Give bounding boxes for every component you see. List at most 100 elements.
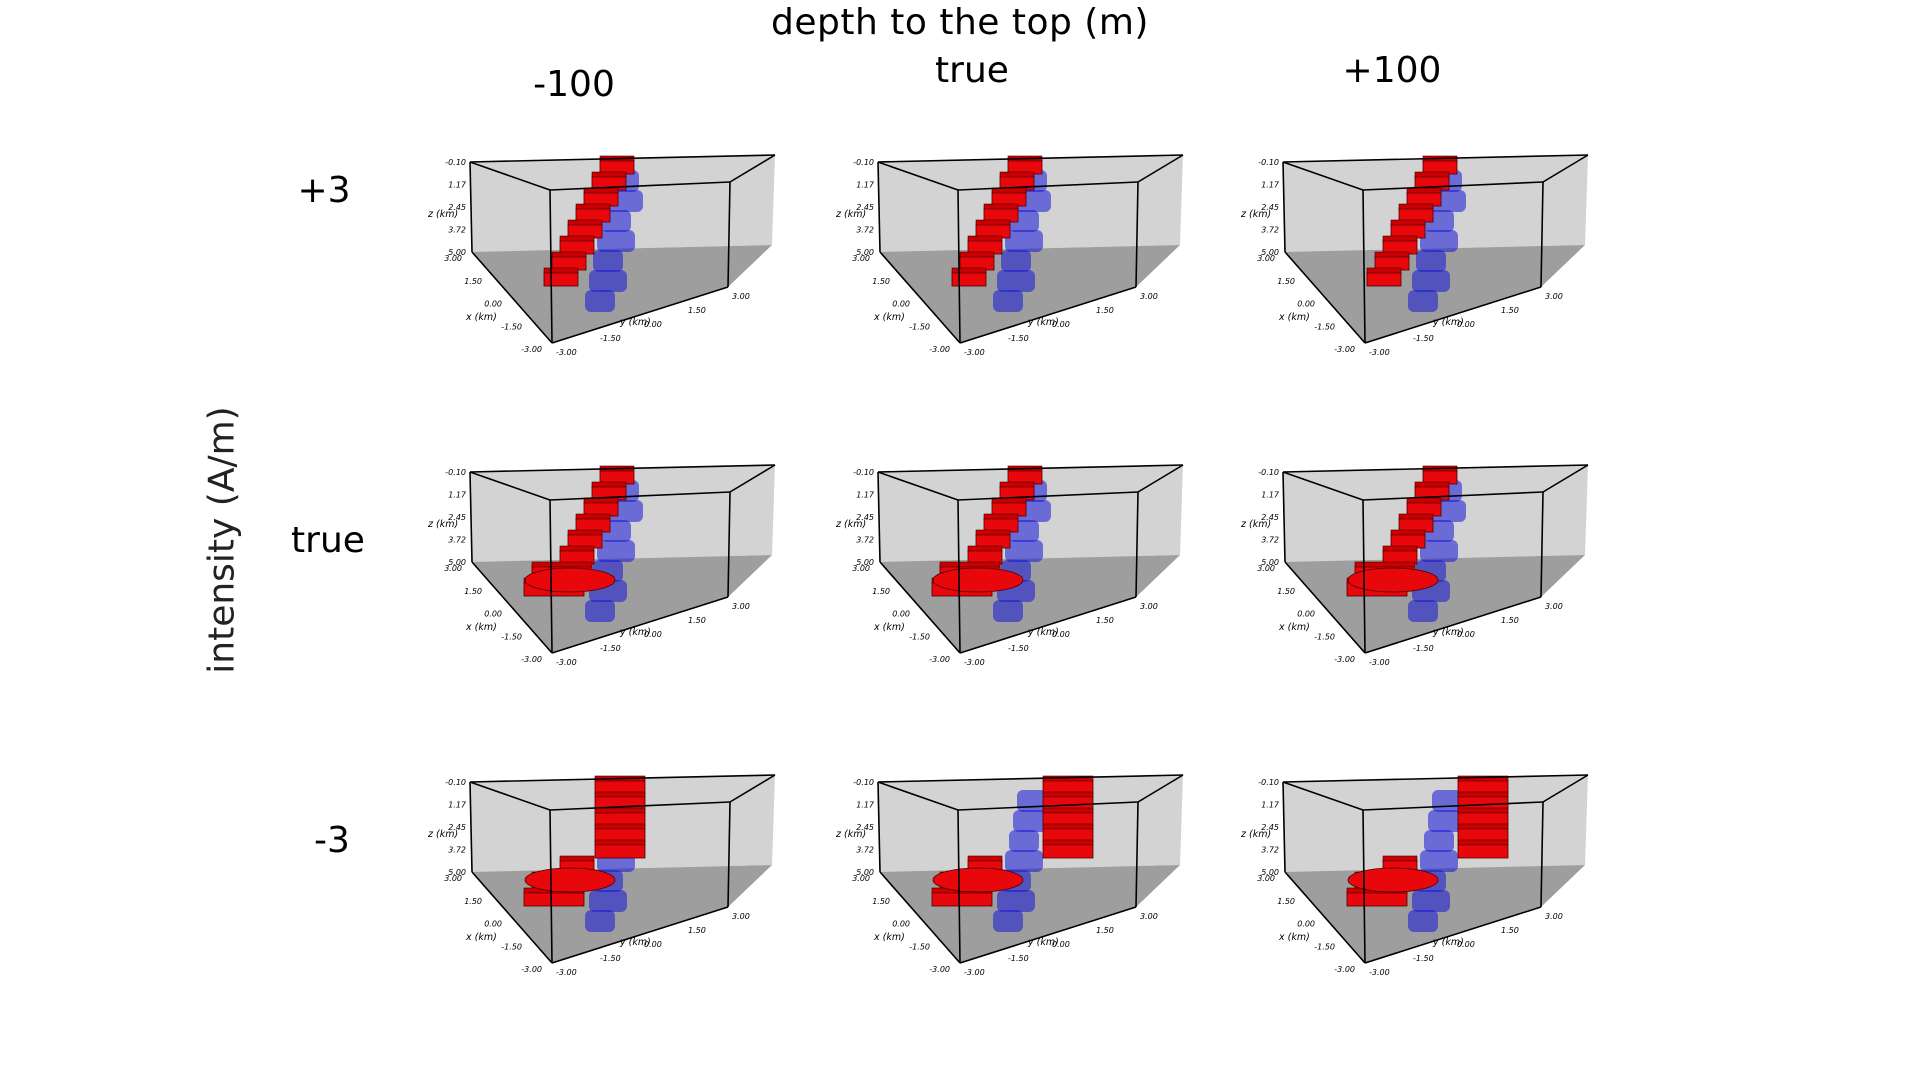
y-axis-label: y (km) — [1432, 627, 1464, 638]
z-tick-label: 5.00 — [1261, 248, 1279, 257]
plot-3d-svg: -0.10 1.17 2.45 3.72 5.00 z (km) 3.00 1.50 0.00 -… — [835, 464, 1184, 667]
y-tick-label: -1.50 — [1008, 334, 1029, 343]
box-edge — [877, 781, 959, 811]
z-tick-label: 2.45 — [448, 513, 466, 522]
y-tick-label: -3.00 — [556, 968, 577, 977]
z-axis-label: z (km) — [1240, 829, 1271, 840]
z-axis-label: z (km) — [835, 519, 866, 530]
y-tick-label: 3.00 — [1545, 912, 1563, 921]
true-body-cell — [1412, 270, 1450, 292]
y-tick-label: -1.50 — [1413, 954, 1434, 963]
box-edge — [469, 161, 551, 191]
z-tick-label: 3.72 — [1261, 226, 1279, 235]
y-tick-label: 0.00 — [644, 320, 662, 329]
panel-3d-plot: -0.10 1.17 2.45 3.72 5.00 z (km) 3.00 1.50 0.00 -… — [1233, 745, 1653, 995]
z-tick-label: 2.45 — [1261, 823, 1279, 832]
y-axis-label: y (km) — [619, 317, 651, 328]
box-edge — [729, 464, 776, 493]
box-edge — [469, 161, 473, 253]
panel-3d-plot: -0.10 1.17 2.45 3.72 5.00 z (km) 3.00 1.50 0.00 -… — [828, 125, 1248, 375]
box-edge — [957, 801, 1139, 811]
box-edge — [1284, 561, 1366, 654]
recovered-body-top — [551, 251, 587, 258]
x-axis-label: x (km) — [1278, 932, 1310, 943]
true-body-cell — [1017, 790, 1047, 812]
box-edge — [549, 181, 731, 191]
box-edge — [469, 471, 551, 501]
body-group — [543, 155, 643, 312]
figure-top-title: depth to the top (m) — [771, 2, 1149, 43]
x-tick-label: 0.00 — [1297, 610, 1315, 619]
box-edge — [879, 251, 961, 344]
z-axis-label: z (km) — [427, 829, 458, 840]
y-tick-label: 0.00 — [1457, 940, 1475, 949]
box-edge — [877, 464, 1184, 473]
z-axis-label: z (km) — [1240, 209, 1271, 220]
z-tick-label: -0.10 — [445, 468, 466, 477]
box-edge — [959, 286, 1137, 344]
box-edge — [469, 781, 551, 811]
x-tick-label: 1.50 — [872, 277, 890, 286]
column-label-minus-100: -100 — [533, 64, 615, 105]
box-edge — [1282, 154, 1589, 163]
x-tick-label: 1.50 — [872, 587, 890, 596]
side-axis-title: intensity (A/m) — [201, 406, 243, 674]
z-tick-label: 1.17 — [448, 801, 467, 810]
row-label-plus-3: +3 — [297, 170, 351, 211]
row-label-minus-3: -3 — [314, 820, 350, 861]
box-edge — [877, 161, 881, 253]
recovered-body-top — [567, 529, 603, 536]
y-tick-label: -3.00 — [964, 348, 985, 357]
recovered-body-top — [975, 529, 1011, 536]
box-edge — [879, 561, 961, 654]
recovered-body-top — [559, 545, 595, 552]
z-tick-label: 3.72 — [856, 536, 874, 545]
true-body-cell — [589, 270, 627, 292]
recovered-body-top — [939, 561, 1001, 568]
box-edge — [471, 561, 553, 654]
z-tick-label: 5.00 — [1261, 558, 1279, 567]
recovered-body-cell — [594, 843, 646, 859]
recovered-body-cell — [951, 271, 987, 287]
true-body-cell — [1005, 850, 1043, 872]
recovered-body-top — [591, 171, 627, 178]
z-tick-label: 3.72 — [448, 536, 466, 545]
true-body-cell — [597, 230, 635, 252]
recovered-body-cell — [543, 271, 579, 287]
panel-3d-plot: -0.10 1.17 2.45 3.72 5.00 z (km) 3.00 1.50 0.00 -… — [420, 745, 840, 995]
body-group — [1346, 775, 1509, 932]
true-body-cell — [1005, 230, 1043, 252]
x-tick-label: -1.50 — [501, 942, 522, 951]
box-edge — [551, 596, 729, 654]
x-axis-label: x (km) — [465, 312, 497, 323]
true-body-cell — [585, 910, 615, 932]
plot-3d-svg: -0.10 1.17 2.45 3.72 5.00 z (km) 3.00 1.50 0.00 -… — [427, 774, 776, 977]
y-tick-label: 3.00 — [732, 602, 750, 611]
x-tick-label: 3.00 — [1257, 564, 1275, 573]
y-tick-label: -3.00 — [556, 348, 577, 357]
y-tick-label: -3.00 — [556, 658, 577, 667]
y-tick-label: 1.50 — [1096, 306, 1114, 315]
box-edge — [727, 181, 731, 288]
recovered-body-disc — [932, 567, 1024, 593]
recovered-body-cell — [931, 891, 993, 907]
recovered-body-disc — [524, 867, 616, 893]
box-edge — [879, 871, 961, 964]
plot-3d-svg: -0.10 1.17 2.45 3.72 5.00 z (km) 3.00 1.50 0.00 -… — [427, 464, 776, 667]
panel-3d-plot: -0.10 1.17 2.45 3.72 5.00 z (km) 3.00 1.50 0.00 -… — [420, 125, 840, 375]
recovered-body-top — [1042, 839, 1094, 846]
box-edge — [957, 189, 961, 344]
y-axis-label: y (km) — [1432, 317, 1464, 328]
recovered-body-top — [1406, 187, 1442, 194]
recovered-body-disc — [524, 567, 616, 593]
box-edge — [959, 596, 1137, 654]
box-edge — [1284, 251, 1366, 344]
y-axis-label: y (km) — [1027, 317, 1059, 328]
true-body-cell — [993, 910, 1023, 932]
x-tick-label: -1.50 — [909, 942, 930, 951]
z-axis-label: z (km) — [427, 209, 458, 220]
true-body-cell — [997, 890, 1035, 912]
y-tick-label: -1.50 — [1008, 954, 1029, 963]
box-edge — [957, 491, 1139, 501]
y-tick-label: 1.50 — [1501, 616, 1519, 625]
